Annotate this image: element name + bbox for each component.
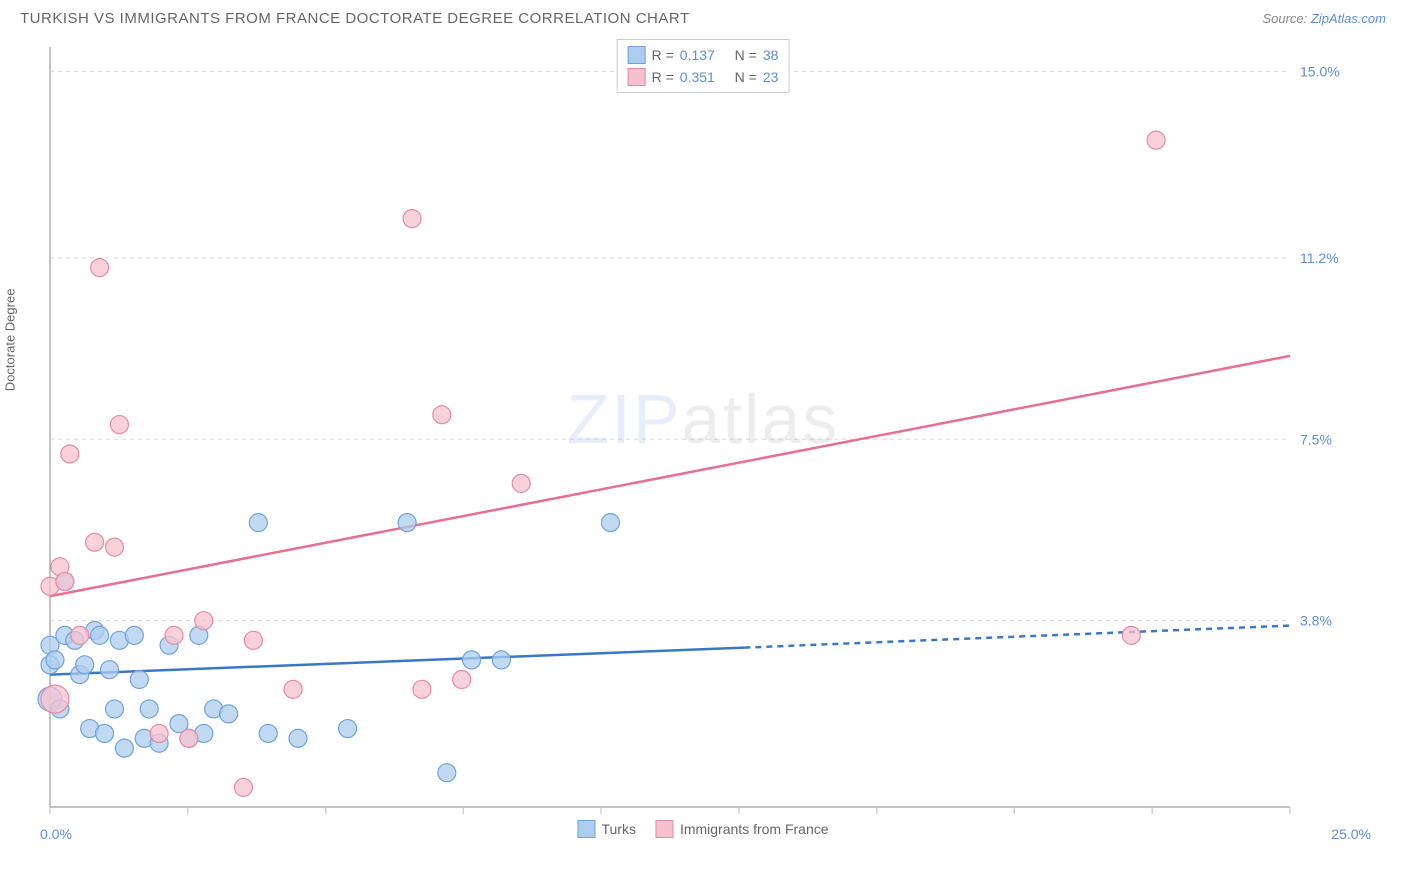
data-point-turks (115, 739, 133, 757)
source-attribution: Source: ZipAtlas.com (1262, 11, 1386, 26)
stats-row-france: R = 0.351 N = 23 (628, 66, 779, 88)
data-point-turks (101, 661, 119, 679)
data-point-france (1122, 626, 1140, 644)
x-max-label: 25.0% (1331, 826, 1371, 842)
r-label: R = (652, 69, 674, 85)
data-point-france (86, 533, 104, 551)
y-tick-label: 3.8% (1300, 613, 1332, 629)
r-value: 0.137 (680, 47, 715, 63)
data-point-france (165, 626, 183, 644)
r-value: 0.351 (680, 69, 715, 85)
y-tick-label: 15.0% (1300, 64, 1340, 80)
data-point-france (180, 729, 198, 747)
data-point-france (105, 538, 123, 556)
data-point-france (61, 445, 79, 463)
source-prefix: Source: (1262, 11, 1310, 26)
chart-title: TURKISH VS IMMIGRANTS FROM FRANCE DOCTOR… (20, 10, 690, 27)
data-point-turks (601, 514, 619, 532)
y-tick-label: 11.2% (1300, 250, 1339, 266)
data-point-turks (130, 671, 148, 689)
legend-label: Immigrants from France (680, 821, 829, 837)
data-point-france (110, 416, 128, 434)
x-min-label: 0.0% (40, 826, 72, 842)
data-point-turks (105, 700, 123, 718)
source-link[interactable]: ZipAtlas.com (1311, 11, 1386, 26)
data-point-france (284, 680, 302, 698)
data-point-turks (125, 626, 143, 644)
data-point-turks (339, 720, 357, 738)
y-axis-label: Doctorate Degree (3, 288, 18, 391)
swatch-france-icon (656, 820, 674, 838)
swatch-turks-icon (577, 820, 595, 838)
r-label: R = (652, 47, 674, 63)
data-point-turks (259, 724, 277, 742)
data-point-france (234, 778, 252, 796)
n-label: N = (735, 69, 757, 85)
header: TURKISH VS IMMIGRANTS FROM FRANCE DOCTOR… (0, 0, 1406, 32)
n-label: N = (735, 47, 757, 63)
data-point-turks (76, 656, 94, 674)
n-value: 23 (763, 69, 779, 85)
data-point-france (512, 474, 530, 492)
y-tick-label: 7.5% (1300, 431, 1332, 447)
data-point-turks (220, 705, 238, 723)
data-point-france (150, 724, 168, 742)
data-point-turks (438, 764, 456, 782)
data-point-france (403, 210, 421, 228)
data-point-turks (492, 651, 510, 669)
data-point-france (413, 680, 431, 698)
data-point-france (41, 685, 69, 713)
data-point-turks (249, 514, 267, 532)
data-point-france (91, 259, 109, 277)
data-point-france (195, 612, 213, 630)
data-point-turks (463, 651, 481, 669)
data-point-turks (140, 700, 158, 718)
swatch-france-icon (628, 68, 646, 86)
bottom-legend: Turks Immigrants from France (571, 818, 834, 840)
legend-label: Turks (601, 821, 635, 837)
stats-row-turks: R = 0.137 N = 38 (628, 44, 779, 66)
chart-container: Doctorate Degree 3.8%7.5%11.2%15.0% ZIPa… (20, 37, 1386, 832)
legend-item-france: Immigrants from France (656, 820, 829, 838)
data-point-turks (398, 514, 416, 532)
data-point-turks (289, 729, 307, 747)
scatter-chart: 3.8% 7.5% 11.2% 15.0% (20, 37, 1350, 827)
swatch-turks-icon (628, 46, 646, 64)
data-point-turks (91, 626, 109, 644)
legend-item-turks: Turks (577, 820, 635, 838)
n-value: 38 (763, 47, 779, 63)
data-point-turks (46, 651, 64, 669)
data-point-turks (96, 724, 114, 742)
data-point-france (244, 631, 262, 649)
data-point-france (453, 671, 471, 689)
data-point-france (1147, 131, 1165, 149)
data-point-france (56, 572, 74, 590)
data-point-france (71, 626, 89, 644)
data-point-france (433, 406, 451, 424)
stats-legend: R = 0.137 N = 38 R = 0.351 N = 23 (617, 39, 790, 93)
